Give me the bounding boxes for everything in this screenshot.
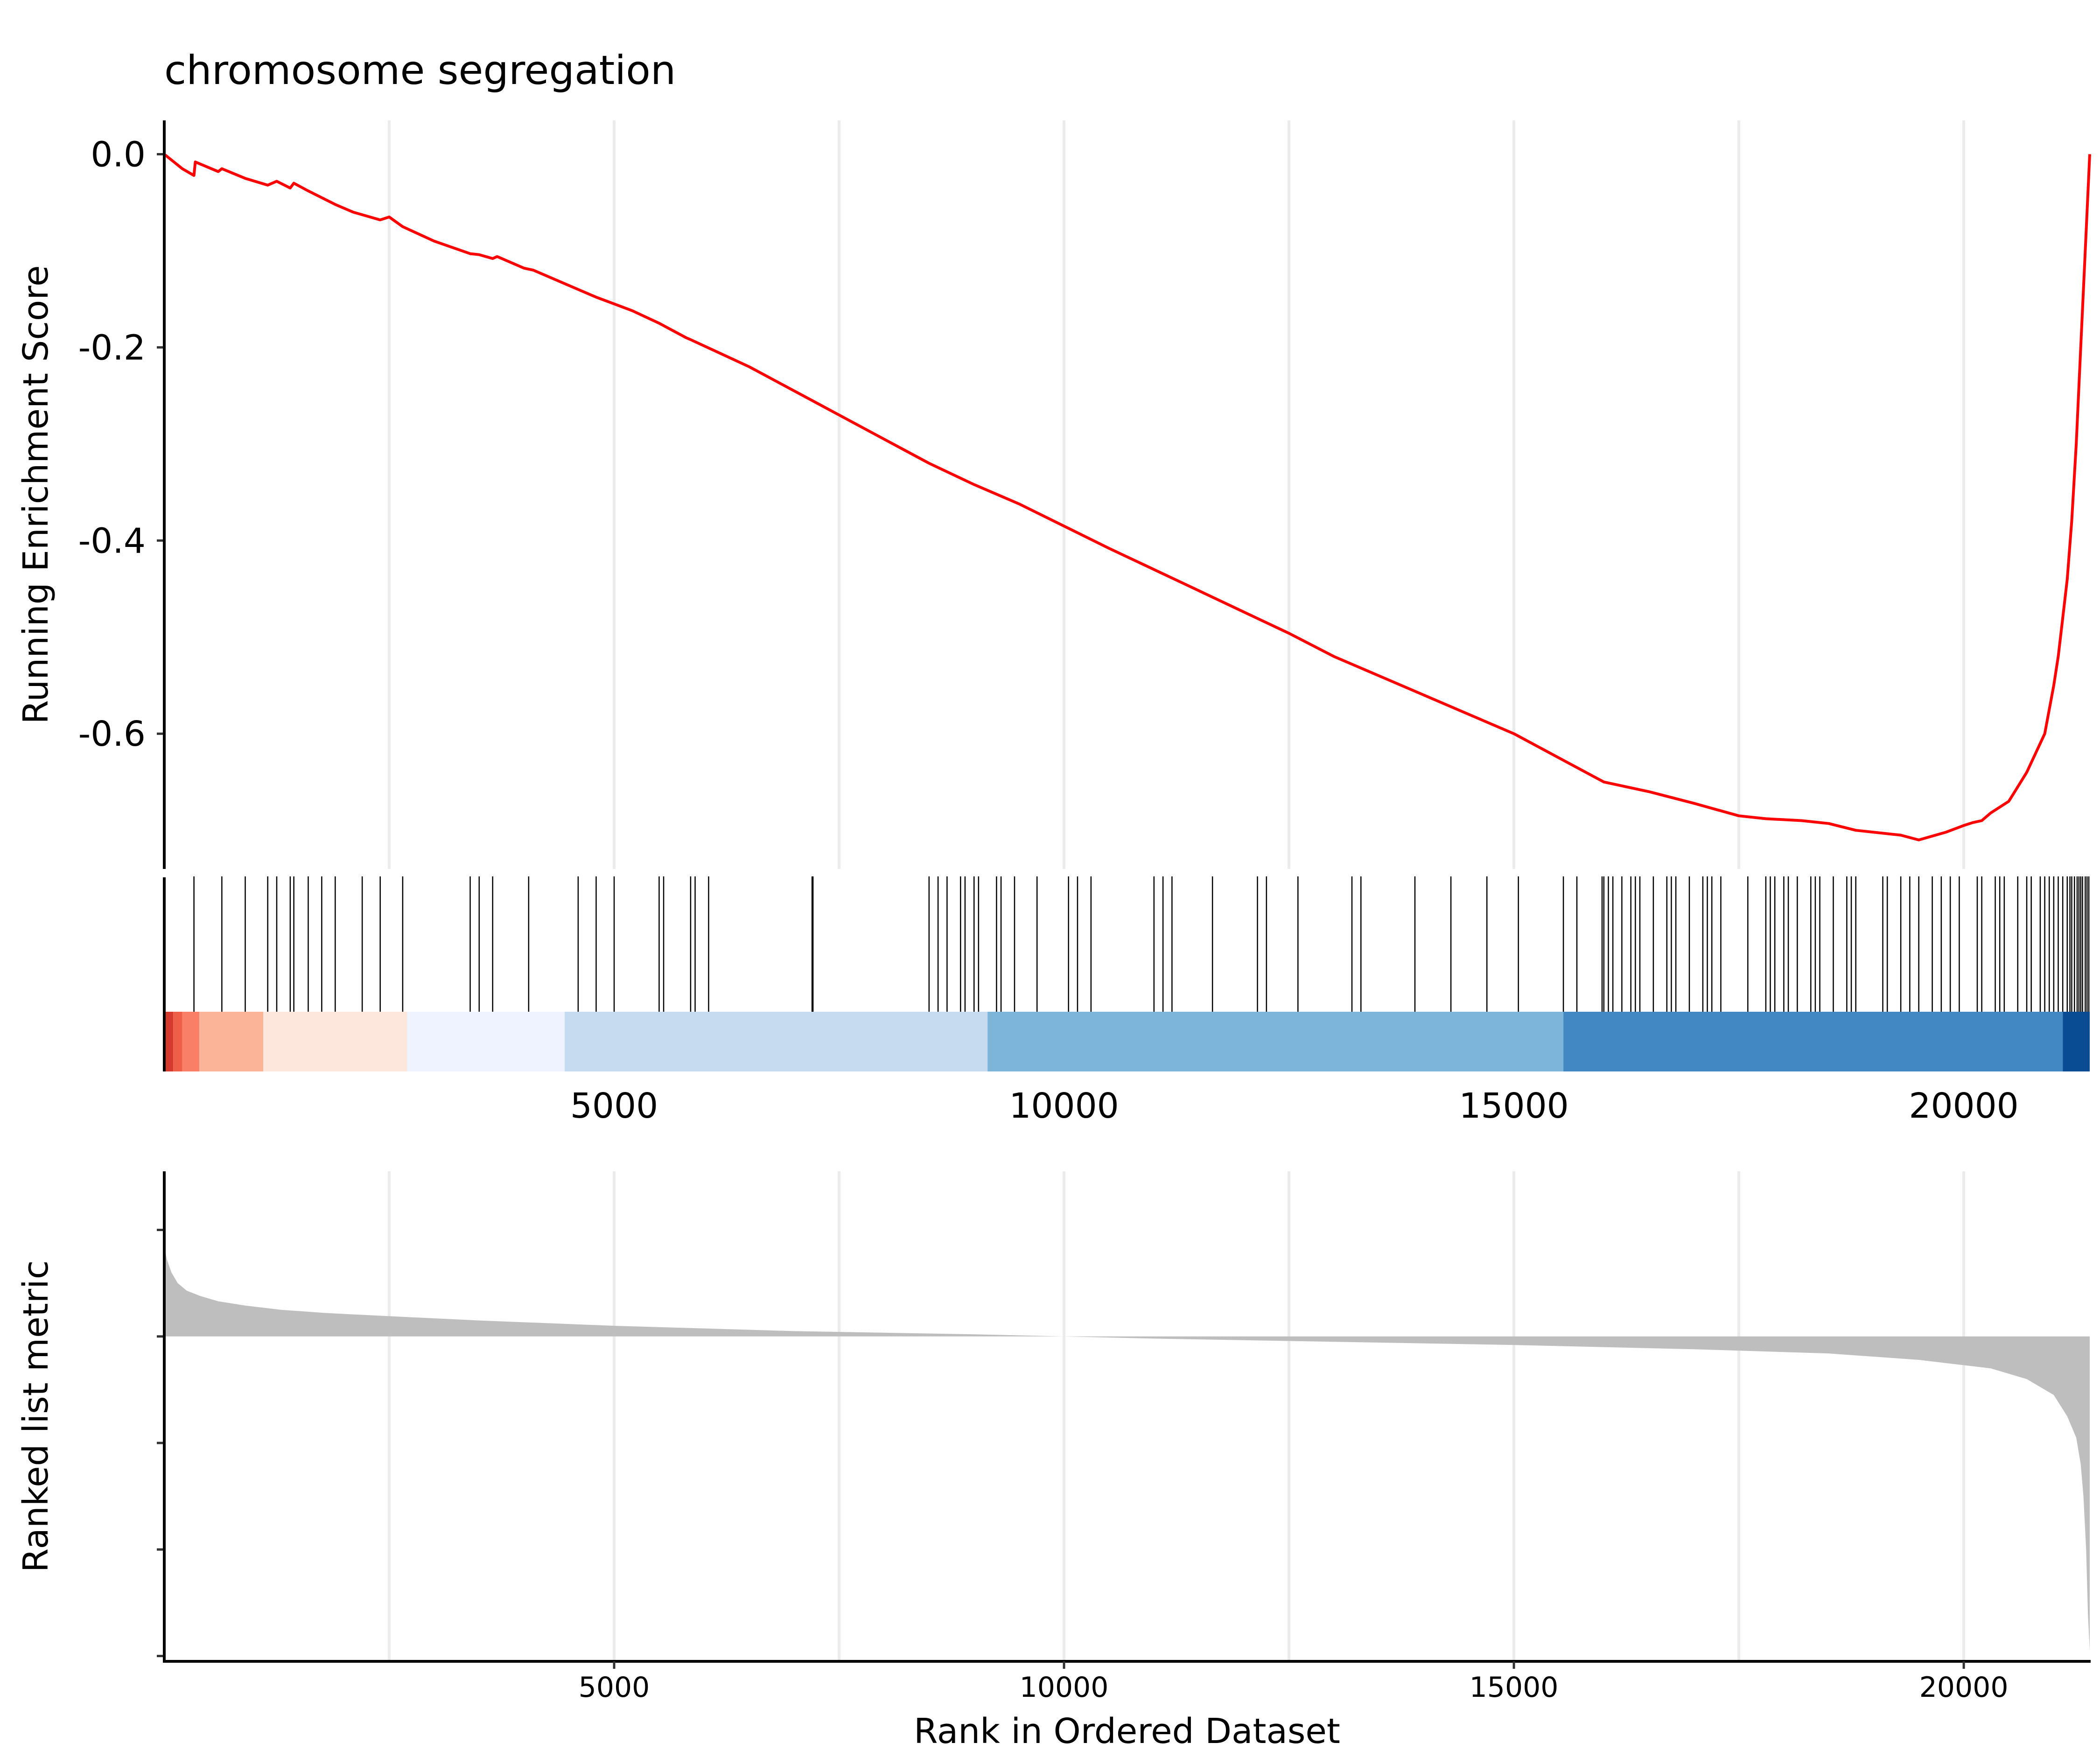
chart-title: chromosome segregation [164,47,676,94]
color-band [564,1012,988,1071]
es-panel-y-axis: 0.0 -0.2 -0.4 -0.6 [78,134,164,754]
metric-x-tick-label: 10000 [1020,1671,1109,1704]
metric-panel-x-label: Rank in Ordered Dataset [914,1711,1340,1750]
color-band [199,1012,264,1071]
es-y-tick-label: -0.2 [78,328,146,368]
barcode-x-tick-label: 20000 [1909,1086,2018,1126]
metric-x-tick-label: 5000 [579,1671,650,1704]
barcode-hit-lines [193,876,2090,1012]
metric-panel-area [164,1246,2090,1651]
barcode-x-tick-label: 10000 [1009,1086,1119,1126]
es-y-tick-label: 0.0 [91,134,146,175]
color-band [987,1012,1564,1071]
es-y-tick-label: -0.6 [78,714,146,754]
color-band [173,1012,182,1071]
barcode-x-tick-label: 15000 [1459,1086,1568,1126]
es-y-tick-label: -0.4 [78,521,146,561]
metric-panel-y-label: Ranked list metric [16,1260,56,1573]
es-line [163,153,2091,841]
color-band [182,1012,200,1071]
metric-x-tick-label: 15000 [1470,1671,1559,1704]
metric-panel-gridlines [388,1171,1966,1661]
es-panel-curve [163,153,2091,841]
es-panel-gridlines [388,120,1966,869]
color-band [1563,1012,2063,1071]
metric-x-tick-label: 20000 [1919,1671,2009,1704]
barcode-x-tick-label: 5000 [570,1086,658,1126]
es-panel-y-label: Running Enrichment Score [16,265,56,724]
color-band [2063,1012,2090,1071]
color-band [407,1012,565,1071]
metric-panel-x-axis: 5000 10000 15000 20000 [579,1661,2009,1704]
metric-area [164,1246,2090,1651]
barcode-color-bands [164,1012,2090,1071]
barcode-x-tick-labels: 5000 10000 15000 20000 [570,1086,2019,1126]
color-band [263,1012,407,1071]
color-band [164,1012,174,1071]
